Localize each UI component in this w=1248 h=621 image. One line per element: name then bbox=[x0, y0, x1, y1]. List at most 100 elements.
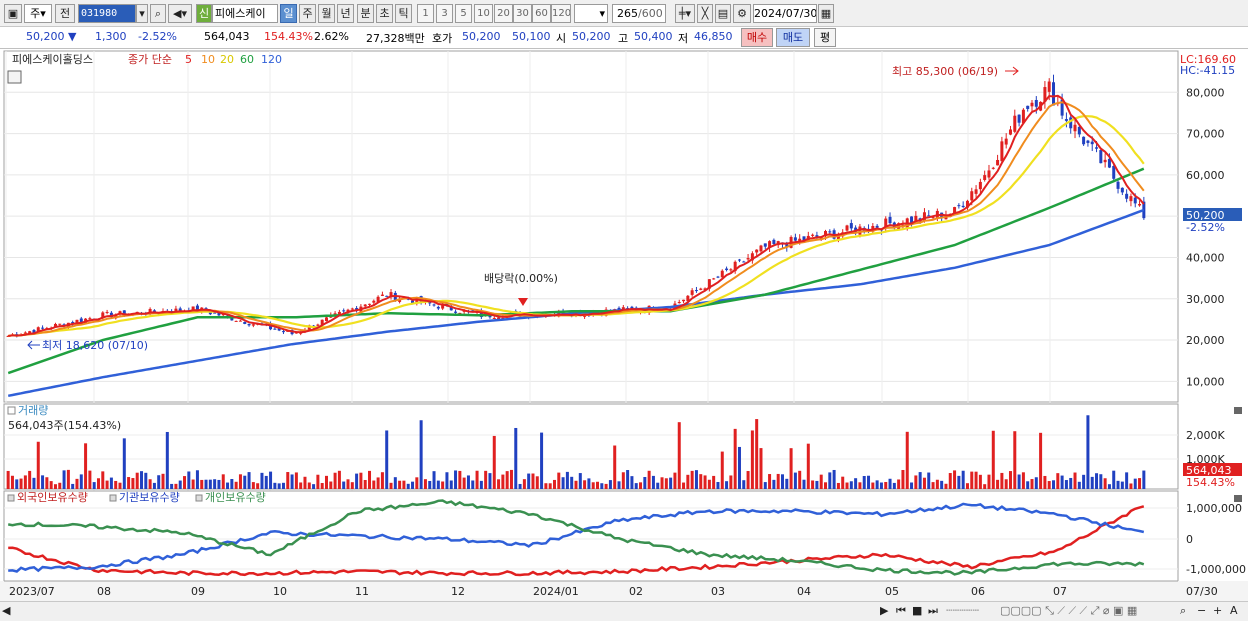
crosshair-icon[interactable]: ╳ bbox=[697, 4, 713, 23]
volume-bar bbox=[742, 480, 746, 489]
legend-institution[interactable]: 기관보유수량 bbox=[119, 491, 180, 504]
volume-bar bbox=[905, 431, 909, 489]
custom-interval-input[interactable]: ▾ bbox=[574, 4, 608, 23]
volume-bar bbox=[1133, 478, 1137, 489]
interval-20[interactable]: 20 bbox=[494, 4, 513, 23]
stock-label[interactable]: 피에스케이홀딩스 bbox=[12, 53, 93, 66]
count-input[interactable]: 265/600 bbox=[612, 4, 666, 23]
volume-bar bbox=[630, 476, 634, 489]
x-label-5: 12 bbox=[451, 585, 465, 598]
prev-button[interactable]: 전 bbox=[55, 4, 75, 23]
code-dropdown[interactable]: ▾ bbox=[136, 4, 148, 23]
stock-code-input[interactable]: 031980 bbox=[78, 4, 136, 23]
period-day[interactable]: 일 bbox=[280, 4, 297, 23]
volume-close-icon[interactable] bbox=[1234, 407, 1242, 414]
candle-body bbox=[772, 239, 776, 245]
holding-close-icon[interactable] bbox=[1234, 495, 1242, 502]
period-month[interactable]: 월 bbox=[318, 4, 335, 23]
volume-bar bbox=[1017, 474, 1021, 489]
volume-bar bbox=[578, 473, 582, 489]
volume-bar bbox=[501, 474, 505, 489]
chart-type-icon[interactable]: ╪▾ bbox=[675, 4, 695, 23]
candle-body bbox=[1017, 114, 1021, 123]
volume-bar bbox=[1138, 478, 1142, 489]
market-type-select[interactable]: 주▾ bbox=[24, 4, 52, 23]
candle-body bbox=[1095, 147, 1099, 149]
interval-3[interactable]: 3 bbox=[436, 4, 453, 23]
volume-bar bbox=[114, 480, 118, 489]
interval-5[interactable]: 5 bbox=[455, 4, 472, 23]
legend-foreign[interactable]: 외국인보유수량 bbox=[17, 491, 88, 504]
candle-body bbox=[406, 298, 410, 300]
candle-body bbox=[234, 320, 238, 322]
volume-bar bbox=[897, 479, 901, 489]
first-page-icon[interactable]: ⏮ bbox=[896, 604, 906, 617]
interval-60[interactable]: 60 bbox=[532, 4, 551, 23]
candle-body bbox=[492, 317, 496, 319]
candle-body bbox=[991, 167, 995, 169]
candle-body bbox=[737, 259, 741, 261]
interval-10[interactable]: 10 bbox=[474, 4, 493, 23]
volume-bar bbox=[436, 480, 440, 489]
volume-bar bbox=[299, 482, 303, 489]
avg-button[interactable]: 평 bbox=[814, 28, 836, 47]
scroll-right-icon[interactable]: ▶ bbox=[880, 604, 889, 617]
volume-bar bbox=[15, 479, 19, 489]
candle-body bbox=[217, 312, 221, 316]
sell-button[interactable]: 매도 bbox=[776, 28, 810, 47]
price-tick-10000: 10,000 bbox=[1186, 375, 1225, 388]
drawing-tools[interactable]: ▢▢▢▢ ⤡ ⟋ ⟋ ⟋ ⤢ ⌀ ▣ ▦ bbox=[1000, 604, 1138, 617]
legend-individual[interactable]: 개인보유수량 bbox=[205, 491, 266, 504]
volume-bar bbox=[1013, 431, 1017, 489]
date-input[interactable]: 2024/07/30 bbox=[753, 4, 817, 23]
volume-bar bbox=[144, 472, 148, 489]
volume-bar bbox=[281, 482, 285, 489]
interval-1[interactable]: 1 bbox=[417, 4, 434, 23]
stop-icon[interactable]: ■ bbox=[912, 604, 923, 617]
buy-button[interactable]: 매수 bbox=[741, 28, 773, 47]
volume-bar bbox=[269, 471, 273, 489]
gear-icon[interactable]: ⚙ bbox=[733, 4, 751, 23]
candle-body bbox=[845, 225, 849, 231]
layout-icon[interactable]: ▣ bbox=[4, 4, 22, 23]
table-toggle-icon[interactable] bbox=[7, 70, 22, 84]
volume-bar bbox=[1069, 477, 1073, 489]
zoom-in-icon[interactable]: + bbox=[1213, 604, 1223, 617]
volume-collapse-icon[interactable] bbox=[7, 406, 16, 415]
current-pct-tag: -2.52% bbox=[1186, 221, 1225, 234]
volume-bar bbox=[6, 470, 10, 489]
volume-bar bbox=[686, 474, 690, 489]
period-second[interactable]: 초 bbox=[376, 4, 393, 23]
volume-bar bbox=[983, 484, 987, 489]
search-icon[interactable]: ⌕ bbox=[150, 4, 166, 23]
zoom-slider[interactable]: ┄┄┄┄┄ bbox=[946, 604, 980, 617]
zoom-out-icon[interactable]: − bbox=[1197, 604, 1207, 617]
interval-30[interactable]: 30 bbox=[513, 4, 532, 23]
chart-canvas[interactable]: 80,00070,00060,00050,00040,00030,00020,0… bbox=[0, 49, 1248, 601]
price-pane: 80,00070,00060,00050,00040,00030,00020,0… bbox=[3, 50, 1242, 581]
volume-bar bbox=[359, 472, 363, 489]
period-year[interactable]: 년 bbox=[337, 4, 354, 23]
calendar-icon[interactable]: ▦ bbox=[818, 4, 834, 23]
interval-120[interactable]: 120 bbox=[551, 4, 571, 23]
scroll-left-icon[interactable]: ◀ bbox=[2, 604, 11, 617]
font-size-icon[interactable]: A bbox=[1230, 604, 1238, 617]
chart-area[interactable]: 80,00070,00060,00050,00040,00030,00020,0… bbox=[0, 49, 1248, 601]
candle-body bbox=[1077, 126, 1081, 135]
volume-bar bbox=[927, 472, 931, 489]
volume-bar bbox=[699, 474, 703, 489]
zoom-search-icon[interactable]: ⌕ bbox=[1180, 604, 1187, 617]
scroll-bar[interactable]: ◀ ▶ ⏮ ■ ⏭ ┄┄┄┄┄ ▢▢▢▢ ⤡ ⟋ ⟋ ⟋ ⤢ ⌀ ▣ ▦ ⌕ −… bbox=[0, 601, 1248, 621]
candle-body bbox=[750, 253, 754, 261]
save-icon[interactable]: ▤ bbox=[715, 4, 731, 23]
volume-bar bbox=[570, 476, 574, 489]
period-minute[interactable]: 분 bbox=[357, 4, 374, 23]
ma60-line bbox=[7, 167, 1145, 375]
period-tick[interactable]: 틱 bbox=[395, 4, 412, 23]
current-price-tag-text: 50,200 bbox=[1186, 209, 1225, 222]
speaker-icon[interactable]: ◀▾ bbox=[168, 4, 192, 23]
candle-body bbox=[363, 304, 367, 307]
period-week[interactable]: 주 bbox=[299, 4, 316, 23]
volume-bar bbox=[174, 483, 178, 489]
last-page-icon[interactable]: ⏭ bbox=[928, 604, 938, 617]
